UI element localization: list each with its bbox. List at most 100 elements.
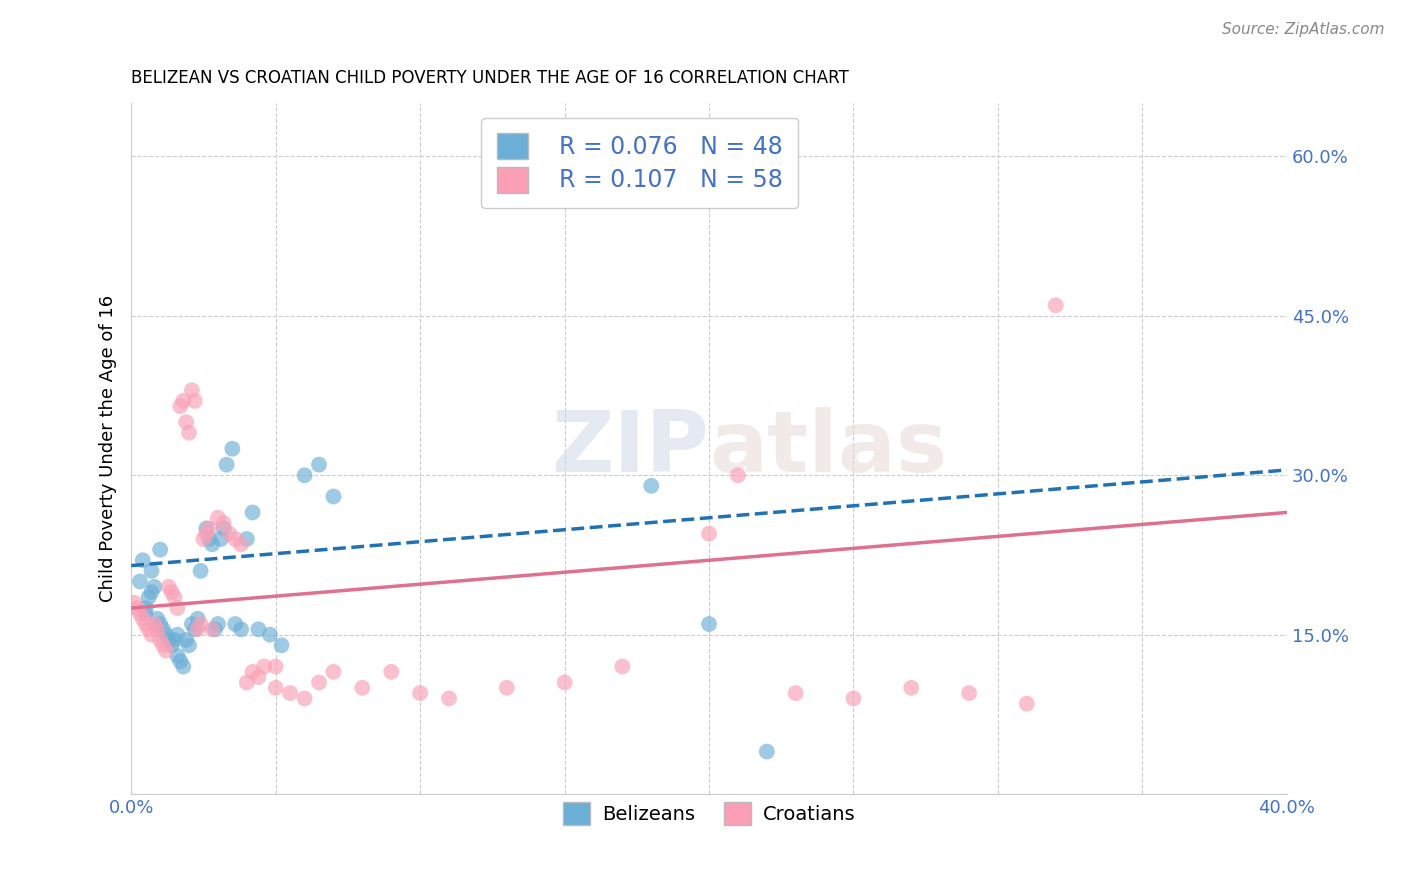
Point [198, 532, 221, 546]
Point [169, 399, 191, 413]
Text: BELIZEAN VS CROATIAN CHILD POVERTY UNDER THE AGE OF 16 CORRELATION CHART: BELIZEAN VS CROATIAN CHILD POVERTY UNDER… [131, 69, 849, 87]
Point [294, 468, 316, 483]
Point [141, 564, 163, 578]
Point [204, 623, 226, 637]
Point [132, 612, 155, 626]
Point [160, 638, 183, 652]
Point [842, 691, 865, 706]
Point [224, 617, 246, 632]
Point [1015, 697, 1038, 711]
Point [755, 745, 778, 759]
Point [1045, 298, 1067, 312]
Point [229, 537, 252, 551]
Point [129, 574, 152, 589]
Point [207, 510, 229, 524]
Point [697, 617, 720, 632]
Y-axis label: Child Poverty Under the Age of 16: Child Poverty Under the Age of 16 [100, 295, 117, 602]
Text: Source: ZipAtlas.com: Source: ZipAtlas.com [1222, 22, 1385, 37]
Point [195, 526, 218, 541]
Text: ZIP: ZIP [551, 408, 709, 491]
Point [166, 627, 188, 641]
Point [218, 526, 240, 541]
Point [195, 521, 218, 535]
Point [198, 521, 221, 535]
Point [409, 686, 432, 700]
Point [242, 506, 264, 520]
Point [437, 691, 460, 706]
Point [727, 468, 749, 483]
Point [259, 627, 281, 641]
Point [294, 691, 316, 706]
Point [247, 623, 270, 637]
Text: atlas: atlas [709, 408, 948, 491]
Point [155, 627, 177, 641]
Point [129, 607, 152, 621]
Point [215, 458, 238, 472]
Point [380, 665, 402, 679]
Point [146, 612, 169, 626]
Point [224, 532, 246, 546]
Point [122, 596, 145, 610]
Point [236, 675, 259, 690]
Point [177, 425, 200, 440]
Point [221, 442, 243, 456]
Point [138, 623, 160, 637]
Point [166, 648, 188, 663]
Point [264, 681, 287, 695]
Point [155, 643, 177, 657]
Point [785, 686, 807, 700]
Point [177, 638, 200, 652]
Point [253, 659, 276, 673]
Point [190, 617, 212, 632]
Point [640, 479, 662, 493]
Point [141, 627, 163, 641]
Point [270, 638, 292, 652]
Point [184, 623, 207, 637]
Point [174, 632, 197, 647]
Point [157, 632, 180, 647]
Point [209, 532, 232, 546]
Point [157, 580, 180, 594]
Point [174, 415, 197, 429]
Point [264, 659, 287, 673]
Point [308, 458, 330, 472]
Point [180, 384, 202, 398]
Point [201, 537, 224, 551]
Point [135, 617, 157, 632]
Point [190, 564, 212, 578]
Point [278, 686, 301, 700]
Point [143, 580, 166, 594]
Point [201, 623, 224, 637]
Point [184, 393, 207, 408]
Point [900, 681, 922, 695]
Point [697, 526, 720, 541]
Point [152, 638, 174, 652]
Point [352, 681, 374, 695]
Point [166, 601, 188, 615]
Point [187, 612, 209, 626]
Point [193, 532, 215, 546]
Point [236, 532, 259, 546]
Point [612, 659, 634, 673]
Point [207, 617, 229, 632]
Point [125, 601, 148, 615]
Point [160, 585, 183, 599]
Point [212, 521, 235, 535]
Point [957, 686, 980, 700]
Point [141, 585, 163, 599]
Legend: Belizeans, Croatians: Belizeans, Croatians [555, 795, 863, 832]
Point [172, 659, 194, 673]
Point [308, 675, 330, 690]
Point [149, 632, 172, 647]
Point [152, 623, 174, 637]
Point [247, 670, 270, 684]
Point [138, 591, 160, 605]
Point [163, 632, 186, 647]
Point [149, 617, 172, 632]
Point [135, 607, 157, 621]
Point [322, 665, 344, 679]
Point [212, 516, 235, 530]
Point [135, 601, 157, 615]
Point [132, 553, 155, 567]
Point [554, 675, 576, 690]
